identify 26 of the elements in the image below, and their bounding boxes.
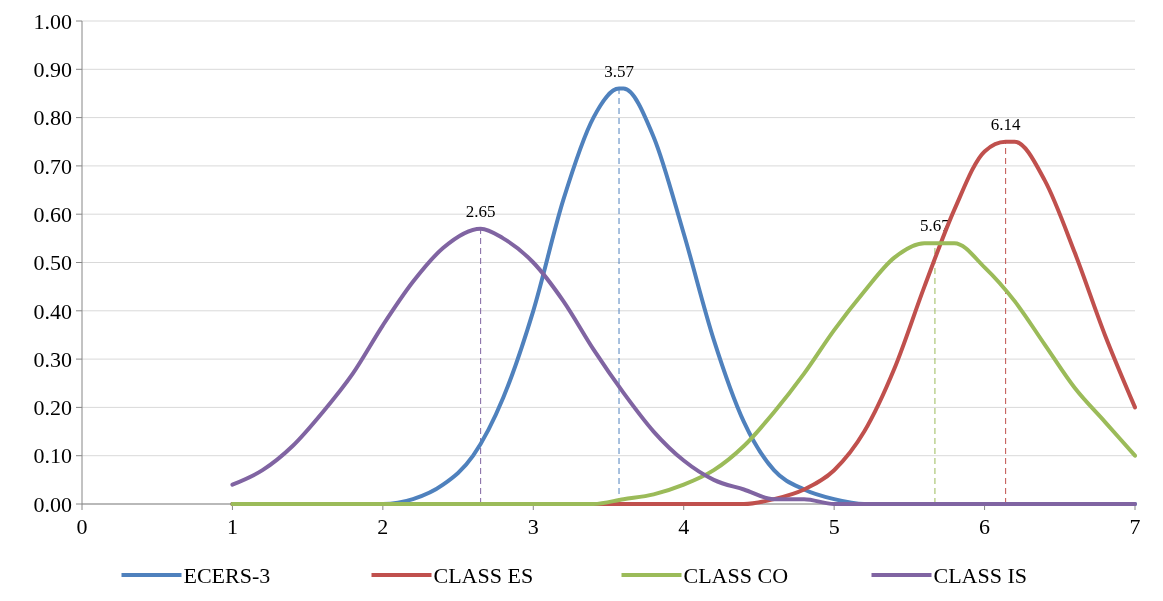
y-tick-label: 1.00 xyxy=(33,8,72,34)
y-tick-label: 0.70 xyxy=(33,153,72,179)
x-tick-label: 0 xyxy=(76,514,88,539)
y-tick-label: 0.00 xyxy=(33,491,72,517)
y-tick-label: 0.90 xyxy=(33,57,72,82)
y-tick-label: 0.30 xyxy=(33,346,72,372)
y-tick-label: 0.40 xyxy=(33,298,72,324)
y-tick-label: 0.60 xyxy=(33,201,72,227)
legend-label: CLASS IS xyxy=(933,562,1028,588)
legend-label: CLASS ES xyxy=(433,562,534,588)
x-tick-label: 5 xyxy=(828,514,840,539)
x-tick-label: 4 xyxy=(678,514,690,539)
x-tick-label: 6 xyxy=(979,514,991,539)
y-tick-label: 0.50 xyxy=(33,250,72,276)
x-tick-label: 7 xyxy=(1129,514,1141,539)
y-tick-label: 0.20 xyxy=(33,395,72,421)
ref-line-label: 2.65 xyxy=(465,201,496,221)
ref-line-label: 3.57 xyxy=(604,61,635,81)
x-tick-label: 1 xyxy=(226,514,238,539)
legend-label: ECERS-3 xyxy=(183,562,271,588)
ref-line-label: 6.14 xyxy=(990,114,1022,134)
y-tick-label: 0.10 xyxy=(33,443,72,469)
legend-label: CLASS CO xyxy=(683,562,789,588)
x-tick-label: 3 xyxy=(527,514,539,539)
x-tick-label: 2 xyxy=(377,514,389,539)
y-tick-label: 0.80 xyxy=(33,105,72,131)
